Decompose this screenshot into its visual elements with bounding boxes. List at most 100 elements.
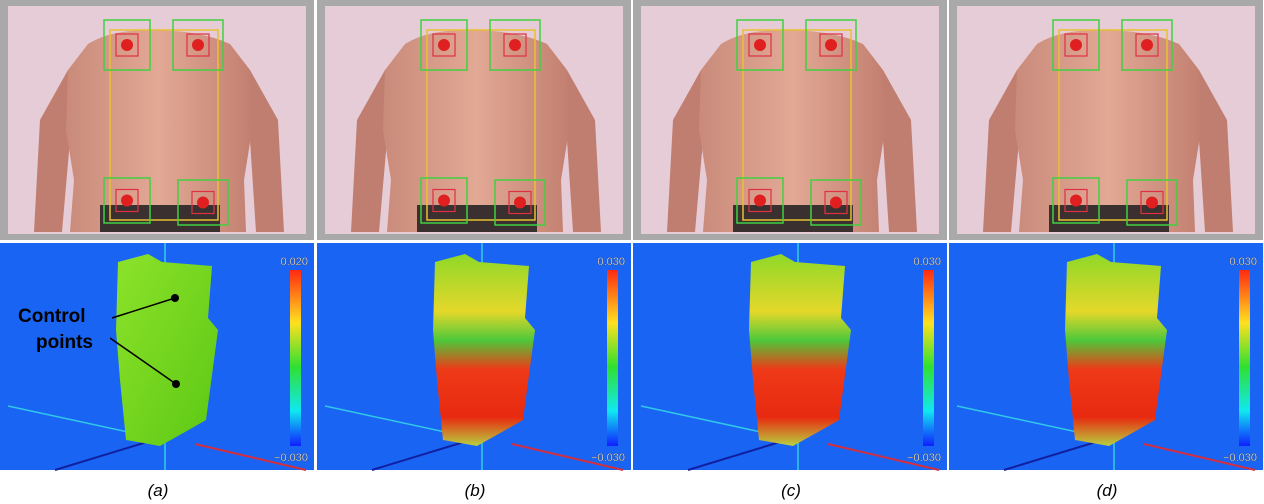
arm [250,70,284,232]
search-box [805,19,857,71]
marker [825,39,837,51]
colorbar [923,270,934,446]
panel-label: (a) [148,481,169,500]
pants [1049,205,1169,232]
marker-box [824,190,848,215]
colorbar-min: −0.030 [1223,452,1257,464]
tracking-box [1058,29,1168,221]
axis-line [194,443,307,471]
search-box [103,19,151,71]
search-box [103,177,151,224]
marker-box [1140,190,1164,215]
colorbar-min: −0.030 [591,452,625,464]
arm [983,70,1019,232]
marker [830,196,842,209]
marker-box [1064,33,1088,57]
marker [1070,194,1082,207]
marker-box [748,33,772,57]
marker-box [1064,188,1088,213]
arm [883,70,917,232]
panel: 0.030 −0.030 (d) [949,0,1263,500]
search-box [810,179,862,226]
annotation: Control [18,306,86,327]
surface [433,254,535,446]
arm [1199,70,1233,232]
torso [699,30,885,232]
panel: 0.030 −0.030 (c) [633,0,947,500]
torso [66,30,252,232]
torso [383,30,569,232]
marker [514,196,526,209]
pointer [109,337,177,385]
search-box [736,177,784,224]
colorbar-max: 0.020 [280,256,308,268]
marker [121,194,133,207]
colorbar-min: −0.030 [907,452,941,464]
marker [509,39,521,51]
marker [121,39,133,51]
marker [192,39,204,51]
marker-box [819,33,843,57]
marker [1146,196,1158,209]
arm [34,70,70,232]
panel-label: (b) [465,481,486,500]
marker-box [191,190,215,215]
marker-box [432,188,456,213]
colorbar-max: 0.030 [913,256,941,268]
search-box [1121,19,1173,71]
axis-line [827,443,940,471]
marker [1141,39,1153,51]
pants [733,205,853,232]
marker-box [503,33,527,57]
axis-line [511,443,624,471]
search-box [172,19,224,71]
pants [417,205,537,232]
marker [1070,39,1082,51]
colorbar-max: 0.030 [597,256,625,268]
search-box [494,179,546,226]
arm [567,70,601,232]
colorbar-min: −0.030 [274,452,308,464]
axis-line [1143,443,1256,471]
marker-box [748,188,772,213]
tracking-box [426,29,536,221]
marker [438,39,450,51]
axis-line [1003,437,1110,471]
panel: 0.030 −0.030 (b) [317,0,631,500]
marker [754,194,766,207]
axis-line [371,437,478,471]
panel-label: (c) [781,481,801,500]
pants [100,205,220,232]
surface [749,254,851,446]
marker [197,196,209,209]
marker-box [508,190,532,215]
search-box [1052,19,1100,71]
arm [351,70,387,232]
search-box [177,179,229,226]
arm [667,70,703,232]
control-point [171,294,179,302]
marker-box [432,33,456,57]
search-box [489,19,541,71]
tracking-box [742,29,852,221]
torso [1015,30,1201,232]
tracking-box [109,29,219,221]
search-box [1126,179,1178,226]
marker [754,39,766,51]
search-box [1052,177,1100,224]
axis-line [54,437,161,471]
surface [1065,254,1167,446]
annotation: points [36,332,93,353]
axis-line [687,437,794,471]
control-point [172,380,180,388]
colorbar [1239,270,1250,446]
colorbar [290,270,301,446]
colorbar-max: 0.030 [1229,256,1257,268]
surface [116,254,218,446]
colorbar [607,270,618,446]
search-box [420,19,468,71]
marker-box [115,188,139,213]
panel: 0.020 −0.030 (a) [0,0,314,500]
marker-box [115,33,139,57]
